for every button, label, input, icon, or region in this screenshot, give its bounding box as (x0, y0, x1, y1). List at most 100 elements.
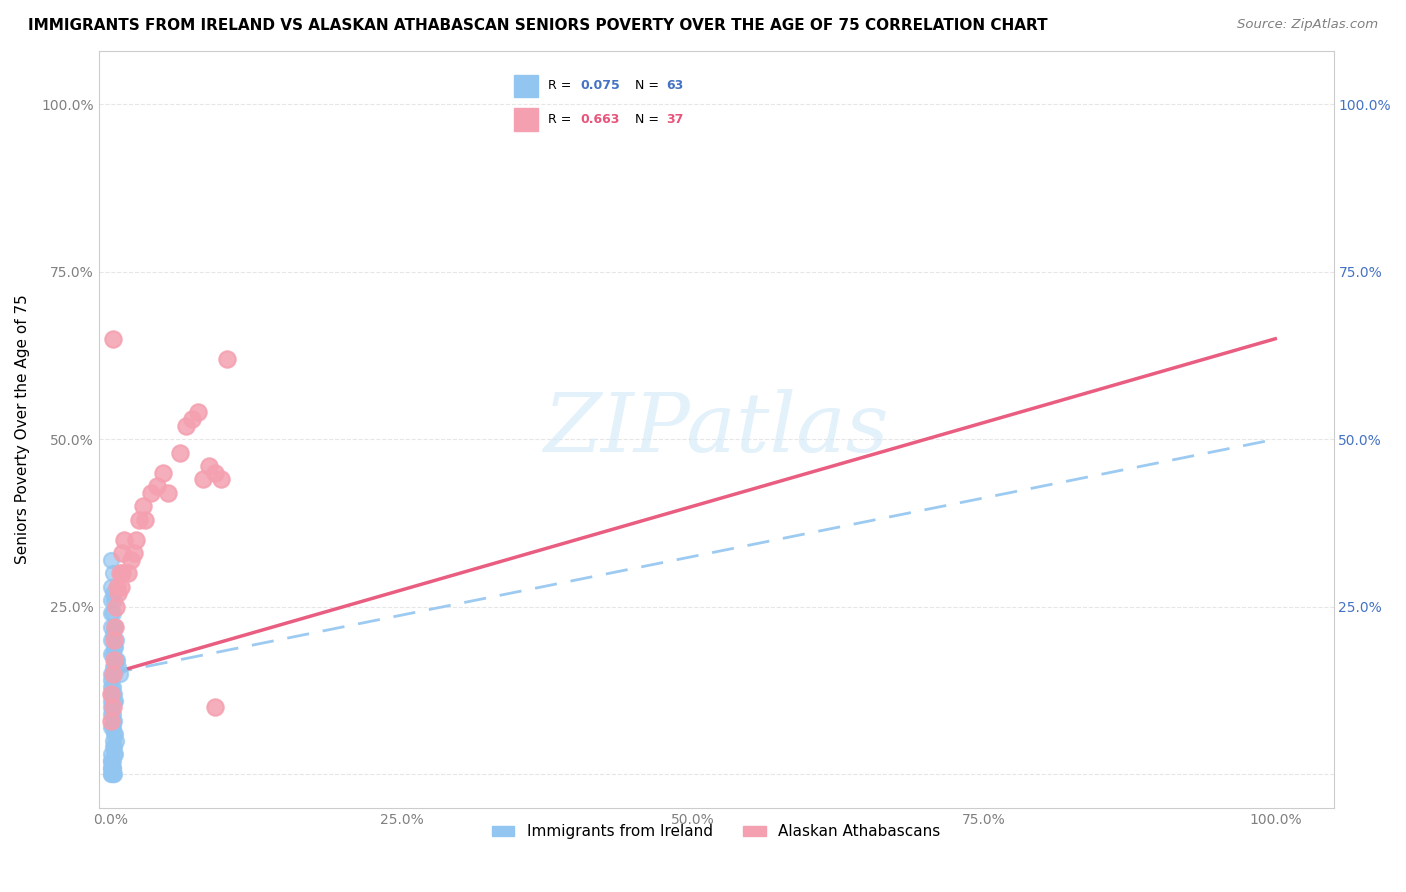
Point (169, 445, 191, 459)
Text: IMMIGRANTS FROM IRELAND VS ALASKAN ATHABASCAN SENIORS POVERTY OVER THE AGE OF 75: IMMIGRANTS FROM IRELAND VS ALASKAN ATHAB… (28, 18, 1047, 33)
Point (105, 633, 128, 648)
Point (108, 666, 131, 681)
Point (100, 767, 122, 781)
Point (117, 566, 139, 581)
Point (101, 660, 124, 674)
Point (103, 740, 125, 755)
Point (100, 760, 122, 774)
Point (100, 647, 122, 661)
Text: ZIPatlas: ZIPatlas (543, 389, 889, 469)
Point (101, 706, 124, 721)
Point (105, 653, 128, 667)
Point (120, 553, 142, 567)
Point (104, 620, 127, 634)
Point (111, 566, 134, 581)
Point (157, 486, 180, 500)
Point (108, 566, 131, 581)
Point (103, 687, 125, 701)
Point (174, 418, 197, 433)
Point (100, 754, 122, 768)
Point (128, 513, 150, 527)
Point (101, 754, 124, 768)
Point (100, 754, 122, 768)
Point (100, 620, 122, 634)
Point (105, 580, 128, 594)
Point (104, 727, 127, 741)
Point (101, 760, 124, 774)
Point (104, 640, 127, 654)
Point (104, 660, 127, 674)
Point (100, 593, 122, 607)
Point (101, 700, 124, 714)
Point (101, 586, 124, 600)
Point (101, 760, 124, 774)
Point (101, 720, 124, 734)
Point (152, 466, 174, 480)
Point (103, 767, 125, 781)
Point (101, 332, 124, 346)
Point (101, 607, 124, 621)
Point (100, 760, 122, 774)
Point (104, 693, 127, 707)
Point (105, 733, 128, 747)
Point (209, 473, 232, 487)
Point (103, 640, 125, 654)
Point (125, 533, 148, 547)
Point (132, 500, 155, 514)
Point (101, 767, 124, 781)
Point (101, 740, 124, 755)
Point (122, 546, 145, 560)
Point (100, 687, 122, 701)
Point (107, 586, 129, 600)
Point (215, 351, 238, 366)
Point (134, 513, 156, 527)
Point (100, 747, 122, 761)
Point (101, 666, 124, 681)
Point (103, 727, 125, 741)
Point (103, 666, 125, 681)
Point (100, 673, 122, 688)
Point (146, 479, 169, 493)
Point (100, 687, 122, 701)
Point (104, 620, 127, 634)
Point (100, 680, 122, 694)
Point (100, 553, 122, 567)
Text: Source: ZipAtlas.com: Source: ZipAtlas.com (1237, 18, 1378, 31)
Point (100, 700, 122, 714)
Point (100, 714, 122, 728)
Legend: Immigrants from Ireland, Alaskan Athabascans: Immigrants from Ireland, Alaskan Athabas… (485, 818, 946, 846)
Point (101, 647, 124, 661)
Point (101, 680, 124, 694)
Point (112, 533, 135, 547)
Point (139, 486, 162, 500)
Point (204, 466, 226, 480)
Point (193, 473, 215, 487)
Point (100, 693, 122, 707)
Point (100, 706, 122, 721)
Point (100, 666, 122, 681)
Point (180, 412, 202, 426)
Point (103, 620, 125, 634)
Point (100, 767, 122, 781)
Y-axis label: Seniors Poverty Over the Age of 75: Seniors Poverty Over the Age of 75 (15, 294, 30, 564)
Point (103, 714, 125, 728)
Point (110, 580, 132, 594)
Point (107, 660, 129, 674)
Point (101, 687, 124, 701)
Point (103, 653, 125, 667)
Point (100, 607, 122, 621)
Point (101, 714, 124, 728)
Point (100, 580, 122, 594)
Point (101, 626, 124, 640)
Point (103, 593, 125, 607)
Point (103, 633, 125, 648)
Point (103, 747, 125, 761)
Point (198, 458, 221, 473)
Point (103, 693, 125, 707)
Point (100, 633, 122, 648)
Point (105, 599, 128, 614)
Point (101, 767, 124, 781)
Point (101, 566, 124, 581)
Point (204, 700, 226, 714)
Point (104, 747, 127, 761)
